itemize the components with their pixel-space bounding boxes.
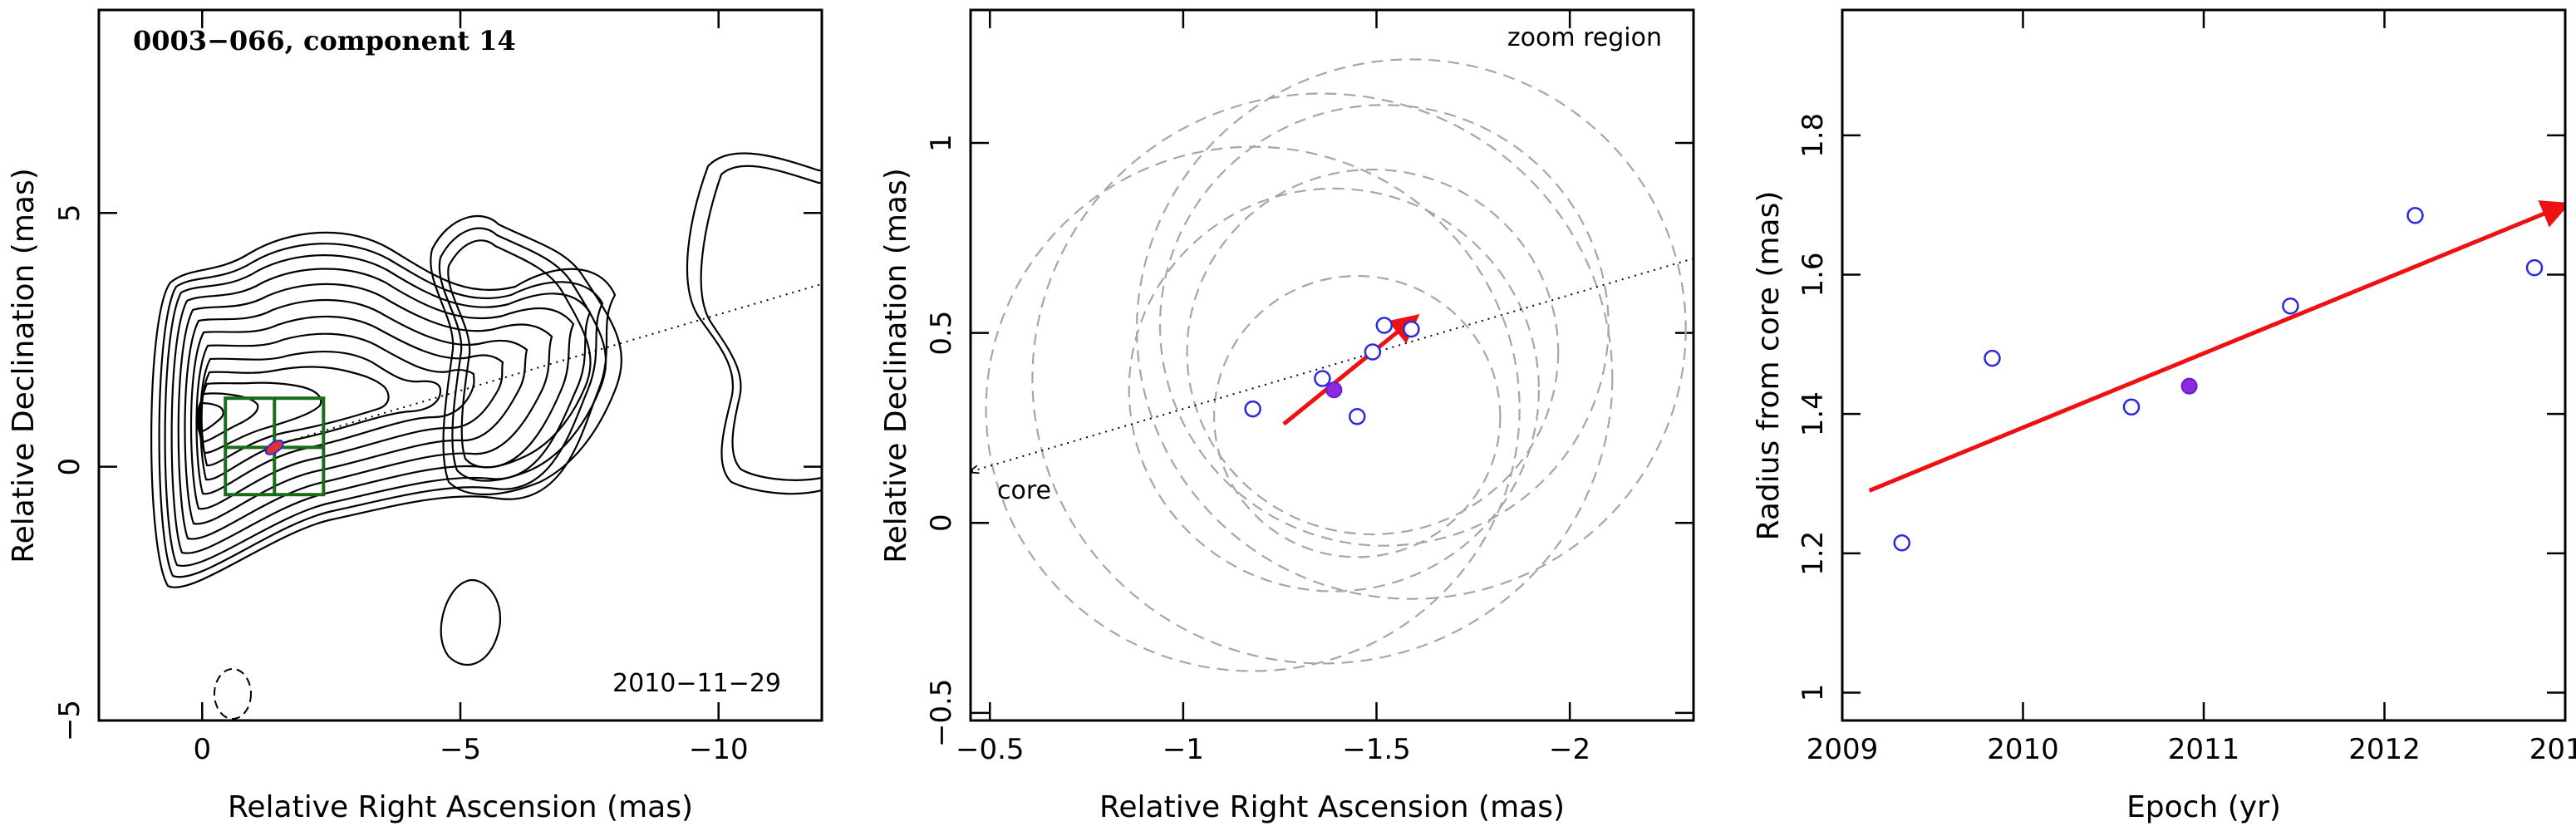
x-tick-label: −1 xyxy=(1163,733,1204,766)
x-tick-label: 2011 xyxy=(2168,733,2240,766)
x-tick-label: 2012 xyxy=(2348,733,2421,766)
open-point xyxy=(1244,400,1261,418)
error-circle xyxy=(1031,92,1614,665)
y-tick-label: 5 xyxy=(53,204,86,222)
component-marker xyxy=(264,439,284,455)
x-tick-label: 2010 xyxy=(1987,733,2059,766)
panel-zoom-region: −0.5 −1 −1.5 −2 −0.5 0 0.5 1 zoom region core R… xyxy=(879,8,1695,824)
open-point xyxy=(2122,398,2141,416)
open-point xyxy=(1403,320,1420,338)
y-tick-label: 1.6 xyxy=(1797,252,1830,297)
panel3-ticks: 2009 2010 2011 2012 2013 1 1.2 1.4 1.6 1.8 xyxy=(1797,10,2576,766)
contour-9 xyxy=(199,350,442,481)
position-points xyxy=(1244,317,1420,425)
contour-7 xyxy=(189,315,504,510)
error-circle xyxy=(1135,58,1687,600)
panel-contour-map: 0 −5 −10 −5 0 5 xyxy=(7,8,823,824)
x-tick-label: 0 xyxy=(193,733,211,766)
y-tick-label: −0.5 xyxy=(925,679,958,748)
panel1-ticks: 0 −5 −10 −5 0 5 xyxy=(53,10,822,766)
y-tick-label: 1 xyxy=(1797,684,1830,702)
x-tick-label: −2 xyxy=(1549,733,1590,766)
panel3-xlabel: Epoch (yr) xyxy=(2126,790,2281,824)
contour-map xyxy=(150,152,822,666)
zoom-region-label: zoom region xyxy=(1507,23,1662,52)
panel3-frame xyxy=(1841,8,2567,722)
y-tick-label: 1.4 xyxy=(1797,391,1830,436)
open-point xyxy=(1314,370,1331,387)
filled-point xyxy=(1325,381,1343,399)
core-label: core xyxy=(997,476,1051,505)
panel-radius-vs-epoch: 2009 2010 2011 2012 2013 1 1.2 1.4 1.6 1.8 Epoch … xyxy=(1752,8,2576,824)
contour-ext-3 xyxy=(447,239,592,469)
fit-arrow xyxy=(1868,200,2565,493)
x-tick-label: −0.5 xyxy=(956,733,1025,766)
contour-13 xyxy=(196,401,224,434)
open-point xyxy=(1348,407,1366,425)
panel2-plot-area xyxy=(971,58,1694,672)
contour-1 xyxy=(150,231,617,588)
error-circle xyxy=(1128,187,1541,593)
panel2-ticks: −0.5 −1 −1.5 −2 −0.5 0 0.5 1 xyxy=(925,10,1694,766)
open-point xyxy=(2406,207,2424,224)
contour-3 xyxy=(164,254,592,568)
jet-direction-line xyxy=(971,258,1694,471)
contour-12 xyxy=(198,392,259,444)
x-tick-label: −1.5 xyxy=(1342,733,1411,766)
y-tick-label: 0 xyxy=(925,514,958,532)
y-tick-label: 0.5 xyxy=(925,311,958,356)
contour-ext-6 xyxy=(440,579,501,666)
epoch-date-label: 2010−11−29 xyxy=(612,669,781,698)
contour-ext-1 xyxy=(430,214,622,496)
panel1-plot-area xyxy=(150,152,822,720)
contour-2 xyxy=(158,243,604,578)
panel1-ylabel: Relative Declination (mas) xyxy=(7,168,41,563)
x-tick-label: −5 xyxy=(440,733,481,766)
contour-ext-2 xyxy=(438,227,607,482)
panel2-ylabel: Relative Declination (mas) xyxy=(879,168,913,563)
y-tick-label: 0 xyxy=(53,458,86,476)
open-point xyxy=(2525,258,2544,277)
y-tick-label: 1.8 xyxy=(1797,113,1830,158)
panel1-xlabel: Relative Right Ascension (mas) xyxy=(228,790,693,824)
contour-11 xyxy=(199,381,322,455)
y-tick-label: −5 xyxy=(53,700,86,741)
open-point xyxy=(1984,349,2001,367)
open-point xyxy=(1375,317,1394,334)
contour-8 xyxy=(195,332,475,495)
x-tick-label: −10 xyxy=(689,733,749,766)
panel3-ylabel: Radius from core (mas) xyxy=(1752,191,1786,541)
y-tick-label: 1 xyxy=(925,134,958,152)
error-circle xyxy=(1158,104,1610,547)
open-point xyxy=(1364,343,1382,361)
open-point xyxy=(2282,297,2299,315)
radius-points xyxy=(1893,207,2544,552)
panel3-plot-area xyxy=(1868,200,2565,552)
filled-point xyxy=(2180,377,2198,395)
open-point xyxy=(1893,534,1911,552)
contour-10 xyxy=(200,366,390,467)
panel1-title: 0003−066, component 14 xyxy=(133,25,516,57)
jet-direction-line xyxy=(268,283,822,448)
contour-4 xyxy=(170,268,575,554)
beam-ellipse xyxy=(214,668,252,720)
error-circle xyxy=(1186,168,1560,536)
contour-5 xyxy=(177,283,553,540)
panel1-frame xyxy=(97,8,823,722)
contour-6 xyxy=(184,298,528,525)
x-tick-label: 2013 xyxy=(2529,733,2576,766)
panel2-frame xyxy=(969,8,1695,722)
error-circles xyxy=(985,58,1687,672)
contour-ext-5 xyxy=(700,165,822,481)
error-circle xyxy=(1213,274,1502,558)
panel2-xlabel: Relative Right Ascension (mas) xyxy=(1099,790,1565,824)
contour-ext-4 xyxy=(686,152,822,495)
y-tick-label: 1.2 xyxy=(1797,531,1830,576)
x-tick-label: 2009 xyxy=(1807,733,1879,766)
motion-arrow xyxy=(1282,313,1420,426)
